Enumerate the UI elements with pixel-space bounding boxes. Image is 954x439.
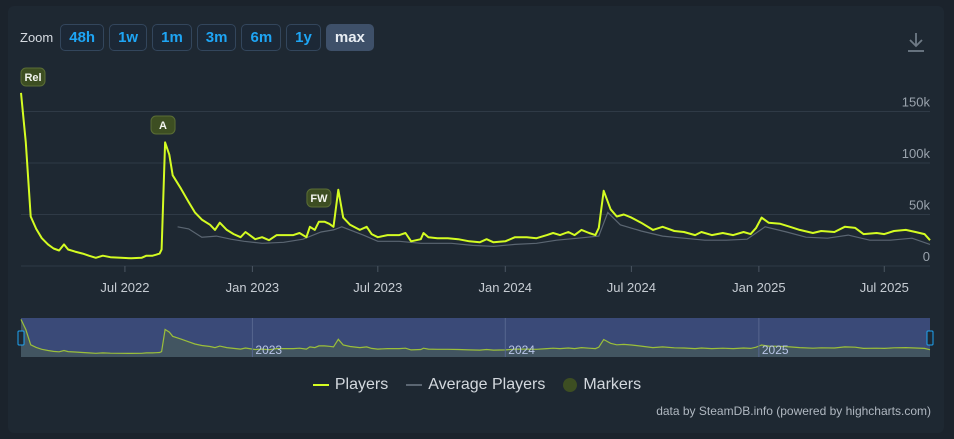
legend-markers-label: Markers (583, 376, 642, 393)
credit: data by SteamDB.info (powered by highcha… (656, 404, 931, 418)
legend-players-label: Players (334, 376, 389, 393)
zoom-3m-button[interactable]: 3m (196, 24, 237, 51)
y-tick-label: 50k (909, 197, 930, 212)
legend-average-label: Average Players (428, 376, 546, 393)
zoom-48h-button[interactable]: 48h (60, 24, 105, 51)
legend-players[interactable]: Players (312, 376, 389, 394)
y-tick-label: 150k (902, 94, 931, 109)
navigator-handle-left[interactable] (17, 330, 25, 346)
legend-markers-swatch (563, 378, 578, 392)
navigator-series (20, 319, 931, 355)
legend: Players Average Players Markers (0, 376, 954, 394)
x-tick-label: Jul 2023 (353, 280, 402, 295)
navigator-label: 2024 (508, 343, 535, 357)
zoom-6m-button[interactable]: 6m (241, 24, 282, 51)
legend-players-swatch (312, 384, 329, 386)
marker-flag (306, 188, 332, 208)
marker-label: Rel (24, 72, 41, 84)
zoom-label: Zoom (20, 30, 54, 45)
x-tick-label: Jan 2023 (226, 280, 280, 295)
zoom-1m-button[interactable]: 1m (152, 24, 192, 51)
marker-label: A (159, 120, 167, 132)
y-tick-label: 0 (923, 249, 930, 264)
download-icon[interactable] (905, 30, 927, 54)
marker-label: FW (310, 193, 328, 205)
zoom-1w-button[interactable]: 1w (109, 24, 148, 51)
x-tick-label: Jul 2024 (607, 280, 656, 295)
x-tick-label: Jul 2025 (860, 280, 909, 295)
zoom-bar: Zoom 48h 1w 1m 3m 6m 1y max (20, 23, 379, 52)
x-tick-label: Jan 2024 (479, 280, 533, 295)
zoom-1y-button[interactable]: 1y (286, 24, 321, 51)
series-players (20, 92, 931, 260)
marker-flag (20, 67, 46, 87)
legend-markers[interactable]: Markers (563, 376, 641, 394)
series-average-players (177, 211, 931, 248)
y-tick-label: 100k (902, 146, 931, 161)
legend-average-swatch (406, 384, 423, 386)
navigator-label: 2025 (762, 343, 789, 357)
x-tick-label: Jul 2022 (100, 280, 149, 295)
legend-average[interactable]: Average Players (406, 376, 545, 394)
x-tick-label: Jan 2025 (732, 280, 786, 295)
marker-flag (150, 115, 176, 135)
zoom-max-button[interactable]: max (325, 24, 374, 51)
navigator-handle-right[interactable] (926, 330, 934, 346)
navigator-label: 2023 (255, 343, 282, 357)
chart-panel (8, 6, 944, 433)
